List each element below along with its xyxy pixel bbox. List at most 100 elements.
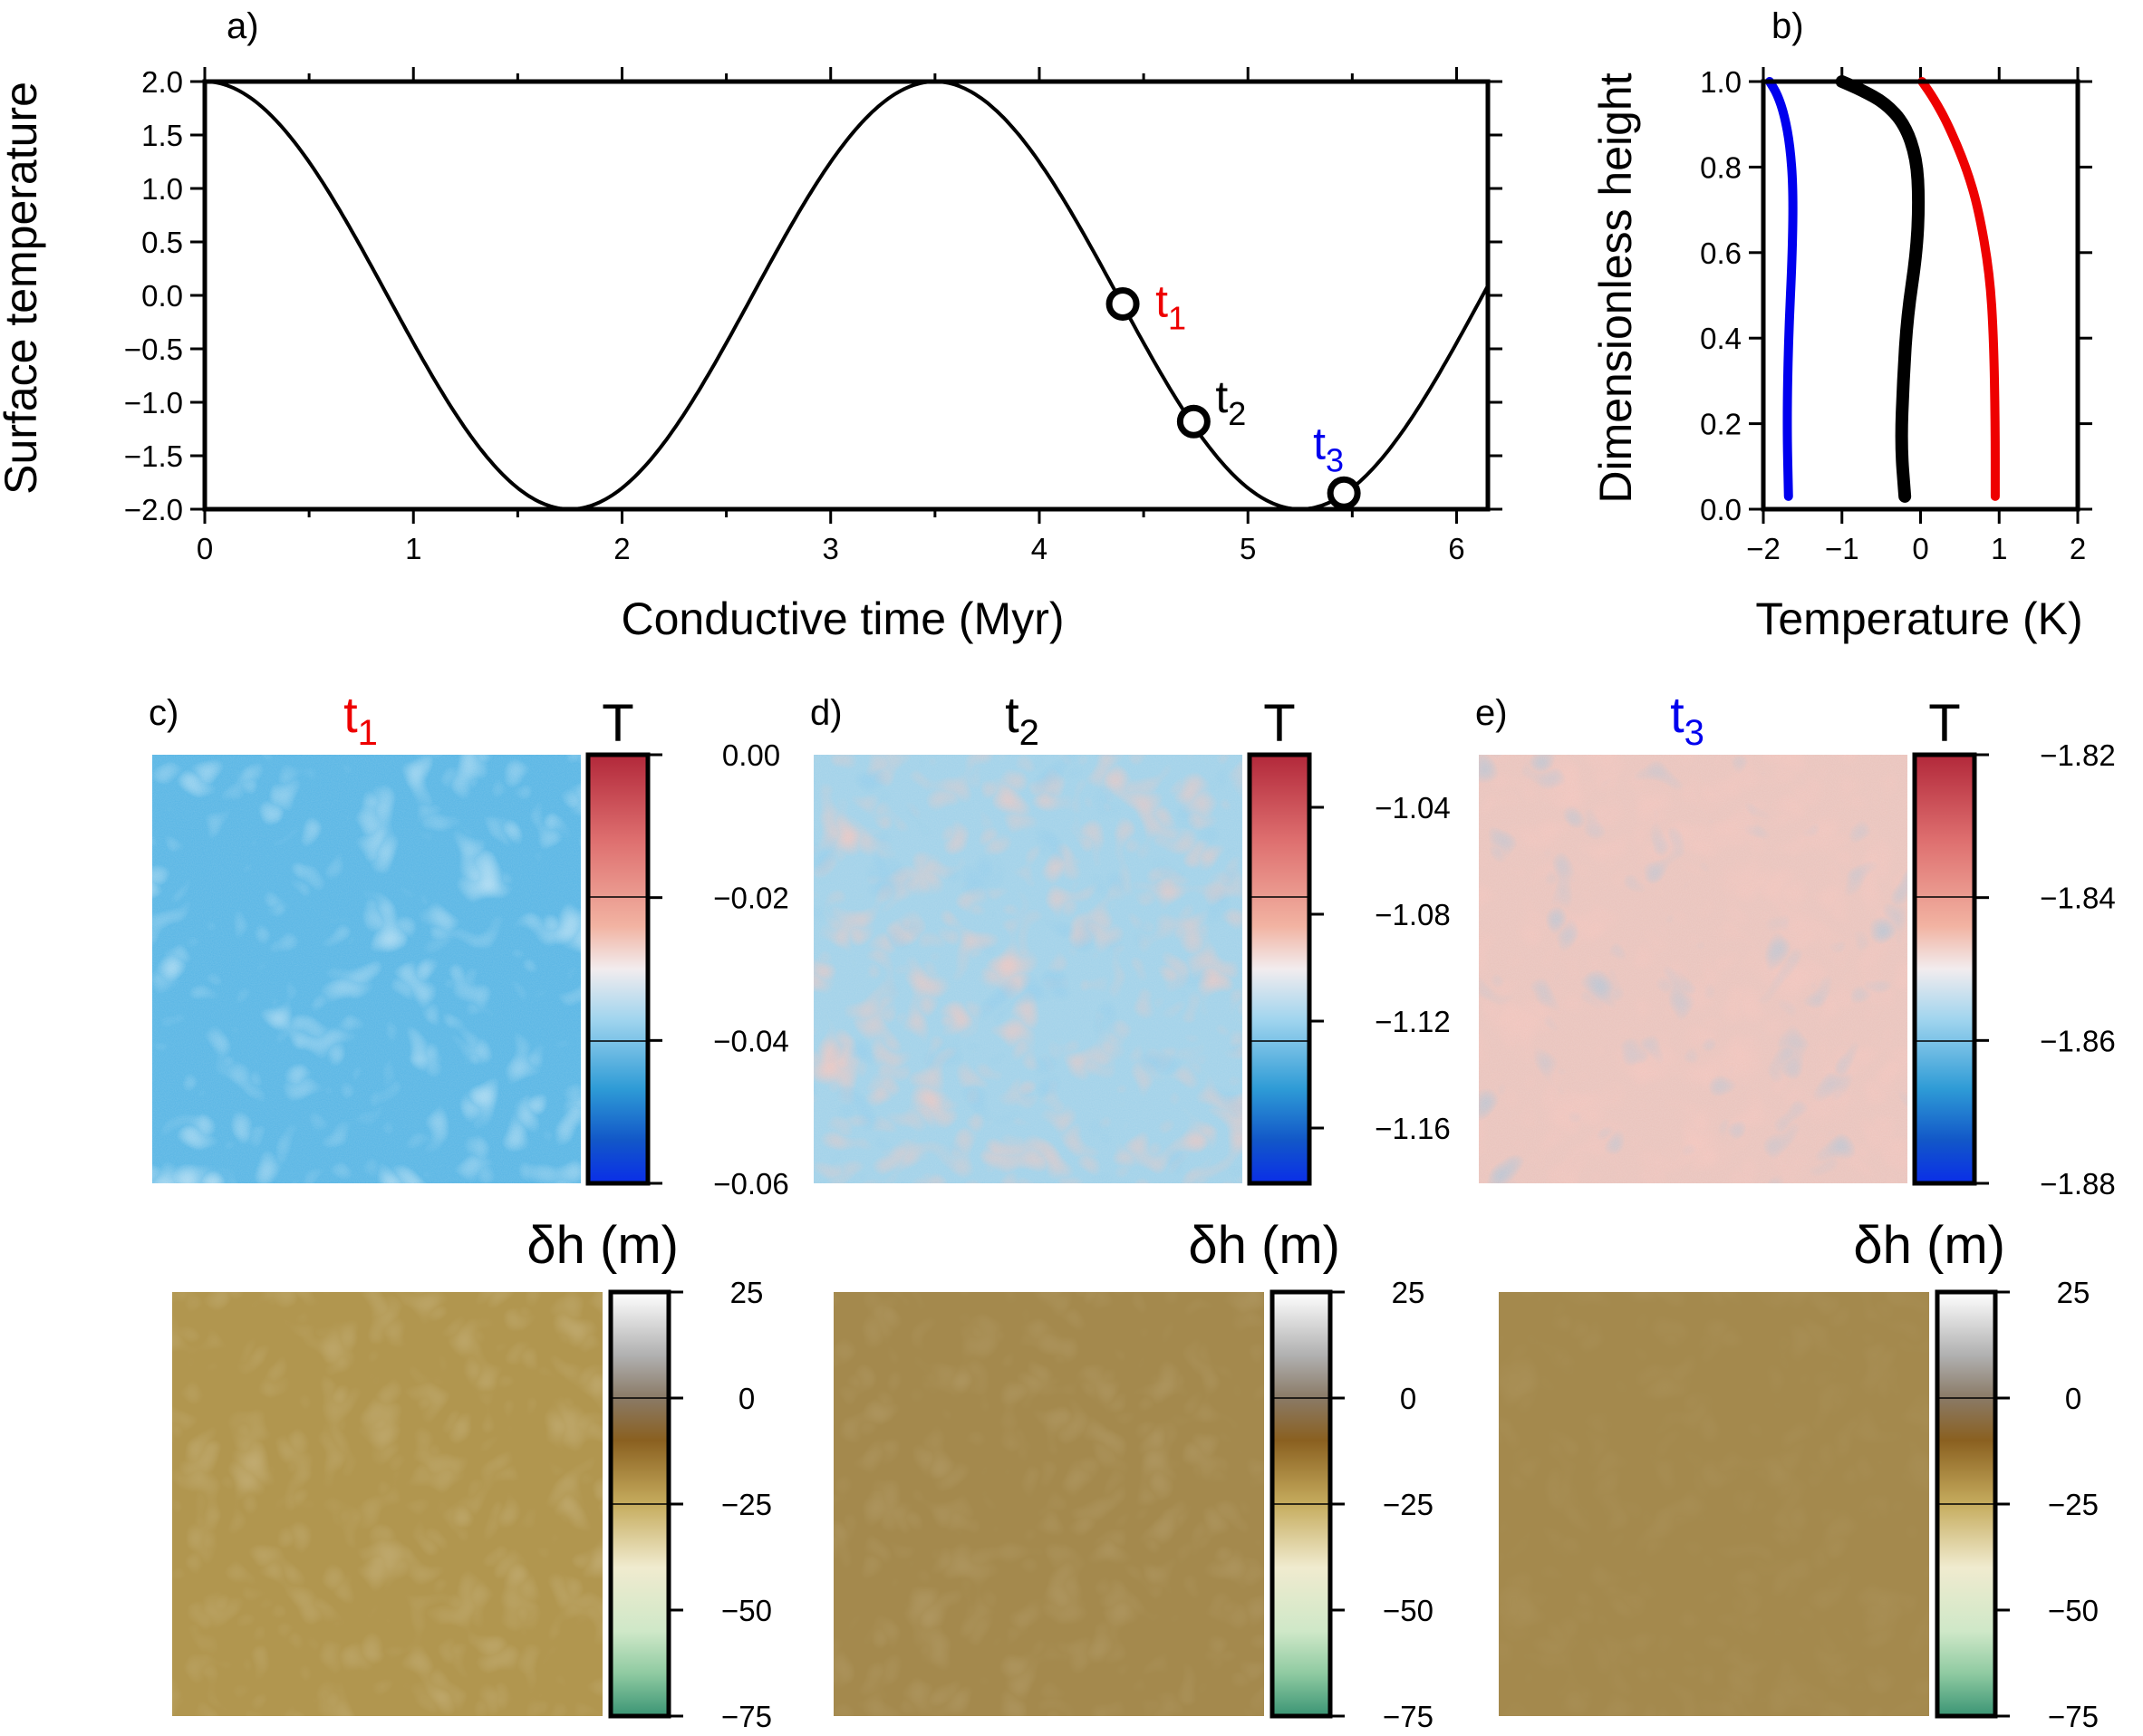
marker-label-t3: t3 bbox=[1313, 418, 1344, 478]
map-panel-label: d) bbox=[810, 693, 843, 733]
marker-label-base: t bbox=[1155, 275, 1168, 326]
panel-a-xtick-label: 0 bbox=[197, 532, 213, 565]
height-colorbar-tick-label: −25 bbox=[721, 1488, 772, 1521]
height-colorbar-tick-label: −75 bbox=[721, 1700, 772, 1733]
map-title: t1 bbox=[343, 686, 378, 753]
height-colorbar-title: δh (m) bbox=[526, 1216, 679, 1275]
temperature-colorbar-tick-label: −1.04 bbox=[1375, 791, 1451, 825]
panel-b-xtick-label: −1 bbox=[1825, 532, 1859, 565]
marker-label-base: t bbox=[1215, 371, 1228, 422]
marker-t2 bbox=[1176, 404, 1211, 439]
marker-label-base: t bbox=[1313, 418, 1326, 468]
temperature-colorbar-tick-label: −1.88 bbox=[2040, 1167, 2116, 1201]
panel-a-ytick-label: 1.0 bbox=[141, 172, 183, 206]
height-colorbar-tick-label: −50 bbox=[1383, 1594, 1433, 1627]
panel-a-ytick-label: 2.0 bbox=[141, 65, 183, 99]
temperature-colorbar bbox=[1912, 752, 1977, 1186]
marker-t3 bbox=[1327, 476, 1361, 510]
panel-b-ytick-label: 0.0 bbox=[1700, 493, 1742, 526]
temperature-colorbar-tick-label: −0.06 bbox=[713, 1167, 789, 1201]
panel-b-ytick-label: 0.4 bbox=[1700, 322, 1742, 355]
temperature-colorbar-tick-label: 0.00 bbox=[722, 738, 780, 772]
height-map-pattern bbox=[1499, 1292, 1929, 1716]
temperature-colorbar-title: T bbox=[1263, 694, 1295, 753]
panel-a-xlabel: Conductive time (Myr) bbox=[622, 593, 1065, 644]
panel-a-xtick-label: 4 bbox=[1031, 532, 1047, 565]
panel-b-ylabel: Dimensionless height bbox=[1590, 72, 1641, 503]
panel-b-ytick-label: 0.2 bbox=[1700, 408, 1742, 441]
panel-a-ytick-label: 1.5 bbox=[141, 119, 183, 152]
panel-a-xtick-label: 2 bbox=[613, 532, 630, 565]
height-colorbar-tick-label: 25 bbox=[730, 1276, 764, 1309]
temperature-colorbar-tick-label: −1.12 bbox=[1375, 1005, 1451, 1038]
temperature-map-noise bbox=[814, 755, 1242, 1183]
temperature-colorbar-title: T bbox=[1928, 694, 1960, 753]
panel-a-xticks: 0 1 2 3 4 5 6 bbox=[197, 67, 1465, 565]
map-column-2: d) t2 T −1.04 −1.08 −1.12 −1.16 δh (m) 25 0 −25 −50… bbox=[810, 686, 1451, 1733]
map-panel-label: e) bbox=[1475, 693, 1508, 733]
panel-a-ytick-label: 0.5 bbox=[141, 226, 183, 259]
height-colorbar-tick-label: −75 bbox=[1383, 1700, 1433, 1733]
panel-b-xtick-label: −2 bbox=[1746, 532, 1781, 565]
panel-b-xtick-label: 2 bbox=[2070, 532, 2086, 565]
panel-b-xtick-label: 1 bbox=[1991, 532, 2007, 565]
height-colorbar-tick-label: 0 bbox=[1400, 1382, 1416, 1415]
panel-a: a) Conductive time (Myr) Surface tempera… bbox=[0, 6, 1502, 644]
height-colorbar-tick-label: 25 bbox=[1392, 1276, 1425, 1309]
panel-b-frame bbox=[1761, 79, 2080, 512]
profile-red bbox=[1917, 77, 2000, 501]
panel-b-ytick-label: 0.8 bbox=[1700, 150, 1742, 184]
height-colorbar-title: δh (m) bbox=[1853, 1216, 2005, 1275]
panel-a-ylabel: Surface temperature bbox=[0, 82, 46, 495]
surface-temperature-curve bbox=[204, 80, 1490, 512]
panel-a-frame bbox=[202, 79, 1491, 512]
map-title-sub: 2 bbox=[1019, 713, 1039, 753]
map-title: t2 bbox=[1005, 686, 1039, 753]
panel-b-ytick-label: 0.6 bbox=[1700, 236, 1742, 270]
height-colorbar-tick-label: −25 bbox=[1383, 1488, 1433, 1521]
profile-black bbox=[1835, 75, 1926, 503]
map-title-sub: 1 bbox=[358, 713, 378, 753]
panel-a-xtick-label: 5 bbox=[1240, 532, 1256, 565]
marker-label-sub: 2 bbox=[1228, 395, 1246, 432]
marker-label-sub: 3 bbox=[1326, 441, 1344, 478]
panel-b-ytick-label: 1.0 bbox=[1700, 65, 1742, 99]
temperature-colorbar-tick-label: −1.16 bbox=[1375, 1112, 1451, 1145]
panel-a-xtick-label: 3 bbox=[823, 532, 839, 565]
panel-a-ytick-label: −2.0 bbox=[124, 493, 183, 526]
height-colorbar-tick-label: 0 bbox=[2065, 1382, 2081, 1415]
marker-label-t2: t2 bbox=[1215, 371, 1246, 432]
temperature-colorbar-tick-label: −0.04 bbox=[713, 1024, 789, 1057]
panel-a-ytick-label: −1.5 bbox=[124, 439, 183, 473]
height-colorbar-tick-label: −75 bbox=[2048, 1700, 2099, 1733]
temperature-colorbar bbox=[585, 752, 651, 1186]
marker-t1 bbox=[1105, 286, 1140, 321]
panel-a-xtick-label: 1 bbox=[405, 532, 421, 565]
marker-label-t1: t1 bbox=[1155, 275, 1186, 336]
panel-b-label: b) bbox=[1771, 6, 1804, 46]
height-colorbar-title: δh (m) bbox=[1188, 1216, 1340, 1275]
panel-a-ytick-label: −0.5 bbox=[124, 333, 183, 366]
panel-a-xtick-label: 6 bbox=[1448, 532, 1464, 565]
map-title-sub: 3 bbox=[1684, 713, 1704, 753]
panel-a-ytick-label: 0.0 bbox=[141, 279, 183, 313]
map-column-1: c) t1 T 0.00 −0.02 −0.04 −0.06 δh (m) 25 0 −25 −50 −… bbox=[149, 686, 789, 1733]
temperature-map-noise bbox=[1479, 755, 1907, 1183]
height-map-pattern bbox=[834, 1292, 1264, 1716]
height-map-pattern bbox=[172, 1292, 603, 1716]
panel-a-label: a) bbox=[227, 6, 259, 46]
map-title-base: t bbox=[1005, 686, 1019, 743]
profile-blue bbox=[1764, 77, 1798, 501]
panel-b-yticks: 1.0 0.8 0.6 0.4 0.2 0.0 bbox=[1700, 65, 2092, 526]
map-column-3: e) t3 T −1.82 −1.84 −1.86 −1.88 δh (m) 25 0 −25 −50… bbox=[1475, 686, 2116, 1733]
panel-b-xticks: −2 −1 0 1 2 bbox=[1746, 67, 2086, 565]
temperature-colorbar bbox=[1247, 752, 1312, 1186]
height-colorbar-tick-label: −25 bbox=[2048, 1488, 2099, 1521]
temperature-colorbar-tick-label: −1.86 bbox=[2040, 1024, 2116, 1057]
temperature-colorbar-tick-label: −1.84 bbox=[2040, 882, 2116, 915]
temperature-colorbar-tick-label: −0.02 bbox=[713, 882, 789, 915]
height-colorbar-tick-label: −50 bbox=[2048, 1594, 2099, 1627]
